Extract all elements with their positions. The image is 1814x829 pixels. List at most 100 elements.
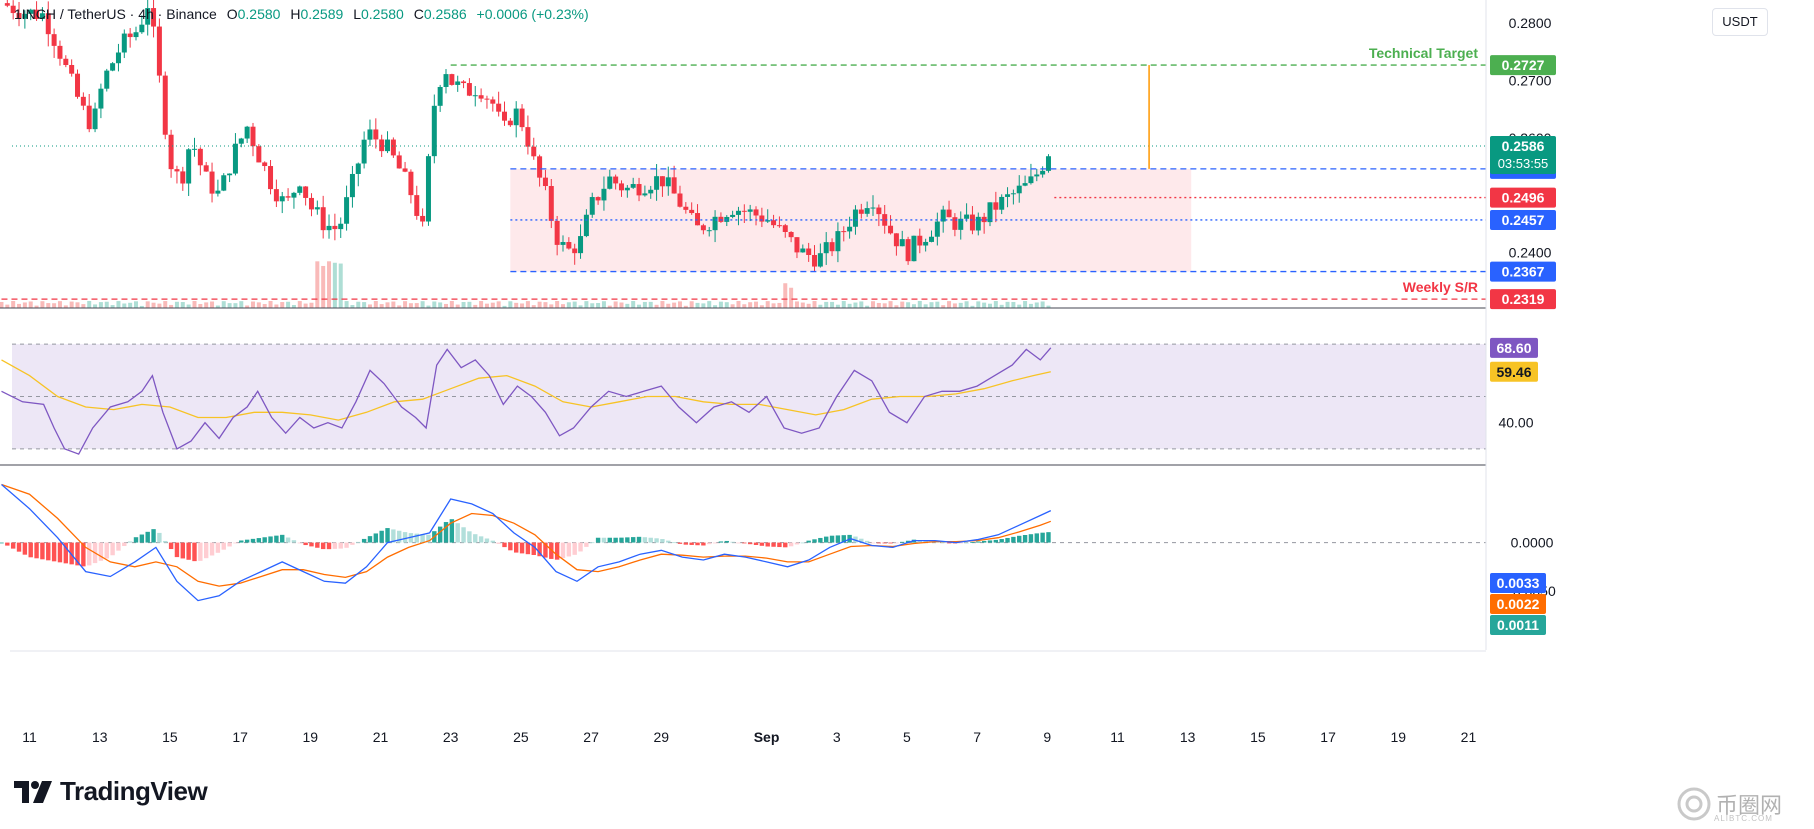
candle-up[interactable]	[765, 220, 771, 222]
candle-down[interactable]	[256, 146, 262, 163]
candle-down[interactable]	[502, 111, 508, 121]
candle-up[interactable]	[139, 24, 145, 33]
candle-down[interactable]	[402, 168, 408, 172]
candle-down[interactable]	[250, 126, 256, 147]
candle-up[interactable]	[39, 13, 45, 19]
candle-up[interactable]	[940, 209, 946, 222]
candle-down[interactable]	[829, 242, 835, 252]
candle-down[interactable]	[507, 120, 513, 126]
candle-up[interactable]	[22, 13, 28, 19]
candle-down[interactable]	[753, 209, 759, 216]
candle-up[interactable]	[630, 184, 636, 188]
candle-up[interactable]	[1010, 193, 1016, 195]
candle-down[interactable]	[80, 96, 86, 106]
candle-up[interactable]	[1005, 194, 1011, 197]
symbol-title[interactable]: 1INCH / TetherUS · 4h · Binance	[14, 6, 217, 22]
macd-signal-line[interactable]	[1, 483, 1052, 587]
candle-up[interactable]	[730, 214, 736, 217]
candle-down[interactable]	[51, 34, 57, 46]
candle-up[interactable]	[1022, 183, 1028, 186]
candle-down[interactable]	[484, 98, 490, 100]
candle-up[interactable]	[975, 216, 981, 231]
candle-up[interactable]	[431, 105, 437, 157]
candle-up[interactable]	[1045, 156, 1051, 171]
candle-down[interactable]	[414, 195, 420, 216]
candle-up[interactable]	[472, 95, 478, 97]
candle-down[interactable]	[156, 26, 162, 76]
candle-up[interactable]	[648, 189, 654, 194]
candle-down[interactable]	[613, 176, 619, 184]
candle-down[interactable]	[776, 225, 782, 227]
candle-up[interactable]	[706, 230, 712, 232]
candle-up[interactable]	[186, 149, 192, 184]
candle-down[interactable]	[69, 65, 75, 74]
candle-down[interactable]	[373, 129, 379, 140]
candle-down[interactable]	[525, 127, 531, 147]
candle-up[interactable]	[513, 108, 519, 126]
candle-up[interactable]	[899, 239, 905, 247]
candle-up[interactable]	[215, 190, 221, 194]
candle-up[interactable]	[344, 197, 350, 224]
currency-button[interactable]: USDT	[1712, 8, 1768, 36]
candle-down[interactable]	[969, 214, 975, 231]
candle-up[interactable]	[279, 196, 285, 202]
candle-up[interactable]	[133, 32, 139, 38]
candle-down[interactable]	[542, 177, 548, 187]
candle-down[interactable]	[273, 189, 279, 202]
candle-down[interactable]	[57, 45, 63, 59]
candle-down[interactable]	[45, 13, 51, 35]
rsi-ma-line[interactable]	[1, 359, 1051, 421]
candle-down[interactable]	[812, 254, 818, 267]
candle-down[interactable]	[303, 186, 309, 198]
candle-down[interactable]	[379, 139, 385, 152]
candle-up[interactable]	[864, 208, 870, 214]
candle-down[interactable]	[548, 186, 554, 221]
candle-down[interactable]	[86, 105, 92, 130]
candle-up[interactable]	[654, 176, 660, 190]
candle-up[interactable]	[607, 176, 613, 189]
candle-down[interactable]	[490, 99, 496, 104]
candle-up[interactable]	[642, 193, 648, 196]
macd-pane[interactable]	[0, 483, 1486, 602]
candle-up[interactable]	[227, 173, 233, 176]
candle-up[interactable]	[923, 241, 929, 246]
candle-up[interactable]	[747, 209, 753, 212]
symbol-legend[interactable]: 1INCH / TetherUS · 4h · Binance O0.2580 …	[14, 6, 589, 22]
candle-up[interactable]	[110, 63, 116, 71]
candle-down[interactable]	[466, 83, 472, 96]
candle-up[interactable]	[964, 214, 970, 219]
candle-down[interactable]	[771, 220, 777, 226]
candle-down[interactable]	[16, 13, 22, 19]
candle-up[interactable]	[238, 138, 244, 144]
candle-down[interactable]	[788, 232, 794, 238]
candle-down[interactable]	[390, 139, 396, 156]
candle-up[interactable]	[999, 196, 1005, 210]
candle-up[interactable]	[958, 218, 964, 230]
candle-up[interactable]	[191, 148, 197, 150]
candle-up[interactable]	[244, 126, 250, 139]
candle-down[interactable]	[180, 171, 186, 184]
candle-up[interactable]	[361, 139, 367, 164]
candle-down[interactable]	[782, 225, 788, 233]
candle-up[interactable]	[232, 143, 238, 174]
candle-up[interactable]	[987, 202, 993, 223]
candle-up[interactable]	[121, 33, 127, 53]
candle-down[interactable]	[572, 248, 578, 254]
candle-down[interactable]	[566, 242, 572, 249]
candle-down[interactable]	[408, 171, 414, 196]
candle-down[interactable]	[332, 225, 338, 230]
candle-down[interactable]	[993, 202, 999, 210]
candle-up[interactable]	[92, 108, 98, 130]
candle-down[interactable]	[537, 156, 543, 178]
candle-up[interactable]	[367, 129, 373, 140]
candle-up[interactable]	[385, 139, 391, 152]
candle-down[interactable]	[320, 207, 326, 231]
candle-down[interactable]	[209, 171, 215, 194]
candle-up[interactable]	[665, 177, 671, 187]
candle-down[interactable]	[496, 103, 502, 112]
tradingview-logo[interactable]: TradingView	[14, 776, 208, 807]
candle-down[interactable]	[741, 210, 747, 212]
candle-down[interactable]	[531, 146, 537, 157]
candle-up[interactable]	[624, 187, 630, 191]
